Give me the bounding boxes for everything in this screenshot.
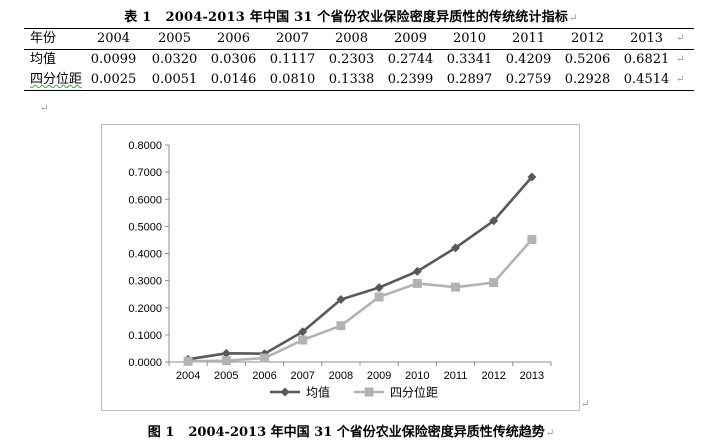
table-cell: 0.0810 bbox=[263, 70, 323, 91]
table-header-year: 2006 bbox=[204, 28, 264, 50]
table-cell: 0.0025 bbox=[82, 70, 146, 91]
paragraph-mark-icon: ↵ bbox=[676, 28, 695, 50]
series-line-1 bbox=[188, 238, 533, 363]
y-tick-label: 0.0000 bbox=[128, 357, 162, 369]
data-point-diamond bbox=[489, 216, 499, 226]
paragraph-mark-icon: ↵ bbox=[545, 428, 555, 439]
table-cell: 0.2759 bbox=[499, 70, 559, 91]
x-tick-label: 2006 bbox=[252, 370, 276, 382]
data-point-square bbox=[412, 278, 422, 288]
x-tick-label: 2012 bbox=[481, 370, 505, 382]
table-cell: 0.0146 bbox=[204, 70, 264, 91]
legend-marker-square bbox=[364, 387, 374, 397]
table-row-mean: 均值 0.0099 0.0320 0.0306 0.1117 0.2303 0.… bbox=[24, 50, 694, 71]
table-cell: 0.0099 bbox=[90, 52, 137, 67]
x-tick-label: 2009 bbox=[367, 370, 391, 382]
line-chart: 0.0000 0.1000 0.2000 0.3000 0.4000 0.5000 0.60… bbox=[101, 124, 580, 411]
table-cell: 0.0051 bbox=[145, 70, 205, 91]
table-header-year: 2010 bbox=[440, 28, 500, 50]
data-point-diamond bbox=[298, 327, 308, 337]
table-label: 表 1 bbox=[124, 10, 152, 25]
x-tick-label: 2010 bbox=[405, 370, 429, 382]
data-point-diamond bbox=[527, 172, 537, 182]
table-header-year: 2011 bbox=[499, 28, 559, 50]
table-header-row: 年份 2004 2005 2006 2007 2008 2009 2010 20… bbox=[24, 28, 695, 50]
y-tick-label: 0.6000 bbox=[128, 194, 162, 206]
table-cell: 0.2399 bbox=[381, 70, 441, 91]
legend-marker-diamond bbox=[280, 387, 290, 397]
table-cell: 0.1117 bbox=[269, 52, 316, 67]
table-cell: 0.4514 bbox=[617, 70, 677, 91]
table-header-year: 2008 bbox=[322, 28, 382, 50]
series-line-0 bbox=[187, 176, 533, 361]
table-cell: 0.4209 bbox=[505, 52, 552, 67]
table-title: 表 1 2004-2013 年中国 31 个省份农业保险密度异质性的传统统计指标↵ bbox=[0, 6, 702, 25]
figure-label: 图 1 bbox=[147, 425, 175, 440]
paragraph-mark-icon: ↵ bbox=[676, 54, 685, 65]
table-row-label: 四分位距 bbox=[24, 70, 83, 91]
table-header-year: 2009 bbox=[381, 28, 441, 50]
data-point-square bbox=[451, 282, 460, 292]
data-point-diamond bbox=[336, 295, 346, 305]
data-point-square bbox=[527, 235, 537, 245]
figure-caption: 图 1 2004-2013 年中国 31 个省份农业保险密度异质性传统趋势↵ bbox=[0, 421, 702, 440]
table-cell: 0.2744 bbox=[387, 52, 434, 67]
paragraph-mark-icon: ↵ bbox=[581, 399, 590, 410]
table-header-year: 2013 bbox=[617, 28, 677, 50]
legend-label: 均值 bbox=[306, 385, 330, 400]
y-tick-label: 0.8000 bbox=[128, 140, 162, 152]
x-tick-label: 2013 bbox=[520, 370, 544, 382]
table-row-label: 均值 bbox=[30, 52, 57, 67]
table-cell: 0.2303 bbox=[328, 52, 375, 67]
x-tick-label: 2004 bbox=[176, 370, 200, 382]
table-cell: 0.3341 bbox=[446, 52, 493, 67]
data-point-square bbox=[260, 353, 269, 363]
y-tick-label: 0.5000 bbox=[128, 221, 162, 233]
x-tick-label: 2007 bbox=[290, 370, 314, 382]
data-point-square bbox=[221, 356, 231, 366]
table-cell: 0.5206 bbox=[564, 52, 611, 67]
figure-title-text: 2004-2013 年中国 31 个省份农业保险密度异质性传统趋势 bbox=[188, 425, 545, 440]
table-cell: 0.2897 bbox=[440, 70, 500, 91]
data-point-diamond bbox=[374, 283, 384, 293]
statistics-table: 年份 2004 2005 2006 2007 2008 2009 2010 20… bbox=[24, 28, 695, 91]
table-header-year: 2007 bbox=[263, 28, 323, 50]
table-cell: 0.1338 bbox=[322, 70, 382, 91]
table-header-year: 2005 bbox=[145, 28, 205, 50]
paragraph-mark-icon: ↵ bbox=[40, 103, 49, 114]
y-tick-label: 0.7000 bbox=[128, 167, 162, 179]
table-header-label: 年份 bbox=[24, 28, 83, 50]
data-point-square bbox=[336, 321, 346, 331]
table-header-year: 2012 bbox=[558, 28, 618, 50]
data-point-square bbox=[298, 335, 308, 345]
table-header-year: 2004 bbox=[82, 28, 146, 50]
data-point-diamond bbox=[451, 243, 460, 253]
y-tick-label: 0.1000 bbox=[128, 330, 162, 342]
x-tick-label: 2005 bbox=[214, 370, 238, 382]
data-point-square bbox=[374, 292, 384, 302]
table-cell: 0.6821 bbox=[623, 52, 670, 67]
table-row-iqr: 四分位距 0.0025 0.0051 0.0146 0.0810 0.1338 … bbox=[24, 70, 695, 91]
y-tick-label: 0.2000 bbox=[128, 303, 162, 315]
paragraph-mark-icon: ↵ bbox=[569, 13, 578, 24]
table-cell: 0.0306 bbox=[210, 52, 257, 67]
table-cell: 0.2928 bbox=[558, 70, 618, 91]
chart-canvas: 0.0000 0.1000 0.2000 0.3000 0.4000 0.5000 0.60… bbox=[128, 140, 552, 400]
table-title-text: 2004-2013 年中国 31 个省份农业保险密度异质性的传统统计指标 bbox=[165, 10, 569, 25]
x-tick-label: 2008 bbox=[329, 370, 353, 382]
data-point-diamond bbox=[412, 266, 422, 276]
data-point-diamond bbox=[221, 348, 231, 358]
legend-label: 四分位距 bbox=[390, 385, 438, 400]
x-tick-label: 2011 bbox=[444, 370, 468, 382]
data-point-square bbox=[183, 356, 193, 366]
table-cell: 0.0320 bbox=[151, 52, 198, 67]
data-point-square bbox=[489, 278, 499, 288]
y-tick-label: 0.3000 bbox=[128, 276, 162, 288]
paragraph-mark-icon: ↵ bbox=[676, 70, 695, 91]
y-tick-label: 0.4000 bbox=[128, 249, 162, 261]
